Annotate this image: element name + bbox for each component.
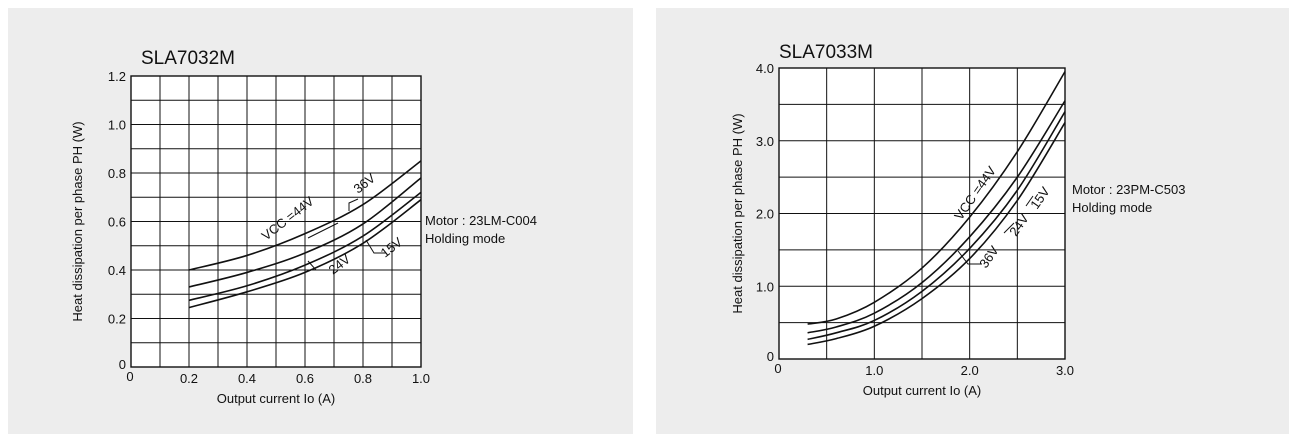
chart-sla7033m: 0 1.0 2.0 3.0 0 1.0 2.0 3.0 4.0 SLA7033M Output cu… — [730, 42, 1185, 398]
y-tick-label: 1.2 — [108, 69, 126, 84]
y-tick-label: 0.4 — [108, 263, 126, 278]
y-tick-label: 1.0 — [108, 118, 126, 133]
series-line-2 — [188, 177, 422, 288]
series-line-1 — [807, 71, 1066, 325]
x-axis-label: Output current Io (A) — [863, 383, 982, 398]
series-line-1 — [188, 160, 422, 271]
y-tick-label: 0 — [767, 349, 774, 364]
y-axis-label: Heat dissipation per phase PH (W) — [730, 113, 745, 313]
y-tick-label: 0.2 — [108, 312, 126, 327]
chart-sla7032m: 0 0.2 0.4 0.6 0.8 1.0 0 0.2 0.4 0.6 0.8 1.0 1.2 SLA70… — [70, 48, 537, 406]
mode-annotation: Holding mode — [1072, 200, 1152, 215]
y-axis-label: Heat dissipation per phase PH (W) — [70, 121, 85, 321]
y-tick-label: 2.0 — [756, 207, 774, 222]
series-line-4 — [188, 199, 422, 309]
x-tick-label: 0.6 — [296, 371, 314, 386]
label-leader — [1003, 222, 1015, 234]
x-tick-label: 2.0 — [961, 363, 979, 378]
label-leader — [307, 260, 333, 271]
motor-annotation: Motor : 23PM-C503 — [1072, 182, 1185, 197]
x-tick-label: 0 — [126, 369, 133, 384]
series-line-4 — [807, 122, 1066, 346]
label-leader — [365, 239, 386, 254]
y-tick-label: 1.0 — [756, 279, 774, 294]
y-tick-label: 4.0 — [756, 61, 774, 76]
mode-annotation: Holding mode — [425, 231, 505, 246]
x-tick-label: 0 — [774, 361, 781, 376]
x-tick-label: 0.2 — [180, 371, 198, 386]
x-tick-label: 1.0 — [412, 371, 430, 386]
series-line-3 — [188, 191, 422, 302]
x-axis-label: Output current Io (A) — [217, 391, 336, 406]
x-tick-label: 0.4 — [238, 371, 256, 386]
label-leader — [1025, 195, 1034, 207]
chart-title: SLA7032M — [141, 48, 235, 69]
chart-panel-sla7033m: 0 1.0 2.0 3.0 0 1.0 2.0 3.0 4.0 SLA7033M Output cu… — [656, 8, 1289, 434]
motor-annotation: Motor : 23LM-C004 — [425, 213, 537, 228]
chart-title: SLA7033M — [779, 42, 873, 63]
plot-border — [778, 67, 1066, 360]
x-tick-label: 1.0 — [865, 363, 883, 378]
label-leader — [957, 250, 982, 265]
series-line-3 — [807, 111, 1066, 341]
plot-border — [130, 75, 422, 368]
y-tick-label: 3.0 — [756, 134, 774, 149]
series-line-2 — [807, 100, 1066, 334]
x-tick-label: 0.8 — [354, 371, 372, 386]
chart-panel-sla7032m: 0 0.2 0.4 0.6 0.8 1.0 0 0.2 0.4 0.6 0.8 1.0 1.2 SLA70… — [8, 8, 633, 434]
y-tick-label: 0.8 — [108, 166, 126, 181]
y-tick-label: 0.6 — [108, 215, 126, 230]
x-tick-label: 3.0 — [1056, 363, 1074, 378]
label-leader — [307, 222, 339, 239]
y-tick-label: 0 — [119, 357, 126, 372]
label-leader — [348, 198, 359, 211]
